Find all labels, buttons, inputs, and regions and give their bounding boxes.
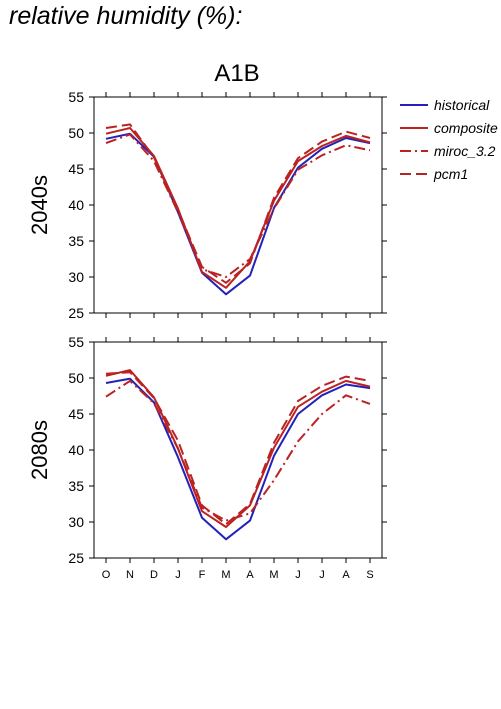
series-line-miroc-3-2 (105, 133, 371, 278)
x-tick-label: N (126, 569, 134, 581)
y-tick-label: 45 (68, 406, 84, 422)
x-tick-label: J (295, 569, 301, 581)
panel-frame (93, 96, 383, 314)
panel-label: 2080s (27, 420, 52, 480)
y-tick-label: 55 (68, 89, 84, 105)
x-tick-label: A (246, 569, 254, 581)
legend-label: historical (434, 97, 490, 113)
y-tick-label: 55 (68, 334, 84, 350)
y-tick-label: 40 (68, 442, 84, 458)
x-tick-label: D (150, 569, 158, 581)
y-tick-label: 35 (68, 233, 84, 249)
y-tick-label: 30 (68, 514, 84, 530)
y-tick-label: 30 (68, 269, 84, 285)
legend-label: miroc_3.2 (434, 143, 496, 159)
legend-label: pcm1 (433, 166, 468, 182)
y-tick-label: 35 (68, 478, 84, 494)
panel-label: 2040s (27, 175, 52, 235)
chart-title: A1B (214, 60, 259, 87)
series-line-historical (105, 377, 371, 541)
series-line-pcm1 (105, 371, 371, 526)
page-title: relative humidity (%): (9, 2, 243, 30)
series-line-pcm1 (105, 123, 371, 284)
x-tick-label: J (175, 569, 181, 581)
x-tick-label: S (366, 569, 373, 581)
x-tick-label: M (269, 569, 278, 581)
x-tick-label: M (221, 569, 230, 581)
y-tick-label: 50 (68, 125, 84, 141)
x-tick-label: J (319, 569, 325, 581)
y-tick-label: 50 (68, 370, 84, 386)
x-tick-label: A (342, 569, 350, 581)
y-tick-label: 25 (68, 550, 84, 566)
series-line-miroc-3-2 (105, 379, 371, 522)
y-tick-label: 40 (68, 197, 84, 213)
y-tick-label: 45 (68, 161, 84, 177)
legend-label: composite (434, 120, 498, 136)
y-tick-label: 25 (68, 305, 84, 321)
x-tick-label: O (102, 569, 111, 581)
x-tick-label: F (199, 569, 206, 581)
panel-frame (93, 341, 383, 559)
series-line-historical (105, 132, 371, 296)
